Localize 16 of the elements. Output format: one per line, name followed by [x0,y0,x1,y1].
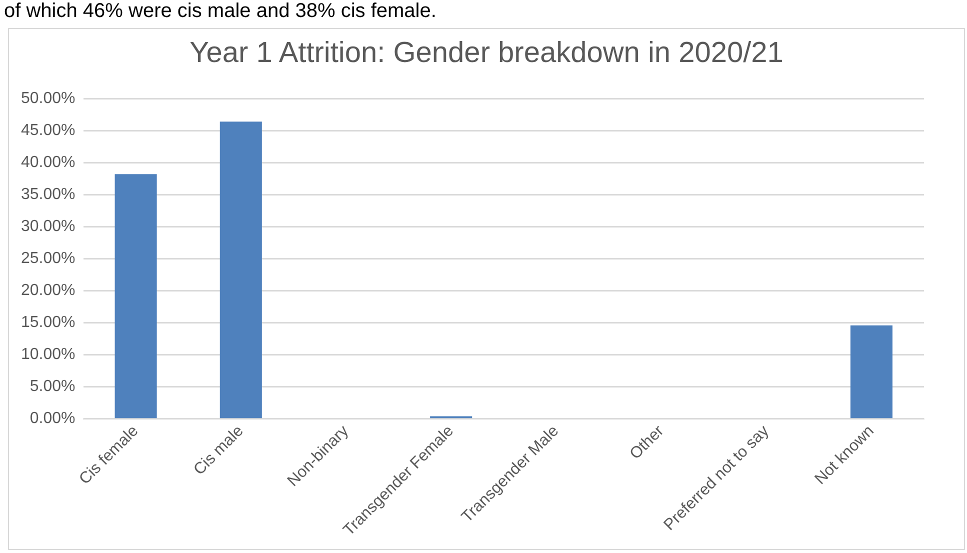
y-tick-label: 35.00% [21,186,76,204]
y-tick-label: 10.00% [21,346,76,364]
text: of which 46% were cis male and 38% cis female. [4,0,436,23]
y-tick-label: 20.00% [21,282,76,300]
bar [220,122,262,418]
chart-title: Year 1 Attrition: Gender breakdown in 2020/21 [188,37,784,70]
y-tick-label: 15.00% [21,314,76,332]
y-tick-label: 5.00% [30,378,76,396]
y-tick-label: 40.00% [21,154,76,172]
y-tick-label: 45.00% [21,122,76,140]
y-tick-label: 50.00% [21,90,76,108]
bar [850,325,892,418]
bar [114,174,157,418]
y-tick-label: 30.00% [21,218,76,236]
y-tick-label: 0.00% [30,410,76,428]
y-tick-label: 25.00% [21,250,76,268]
